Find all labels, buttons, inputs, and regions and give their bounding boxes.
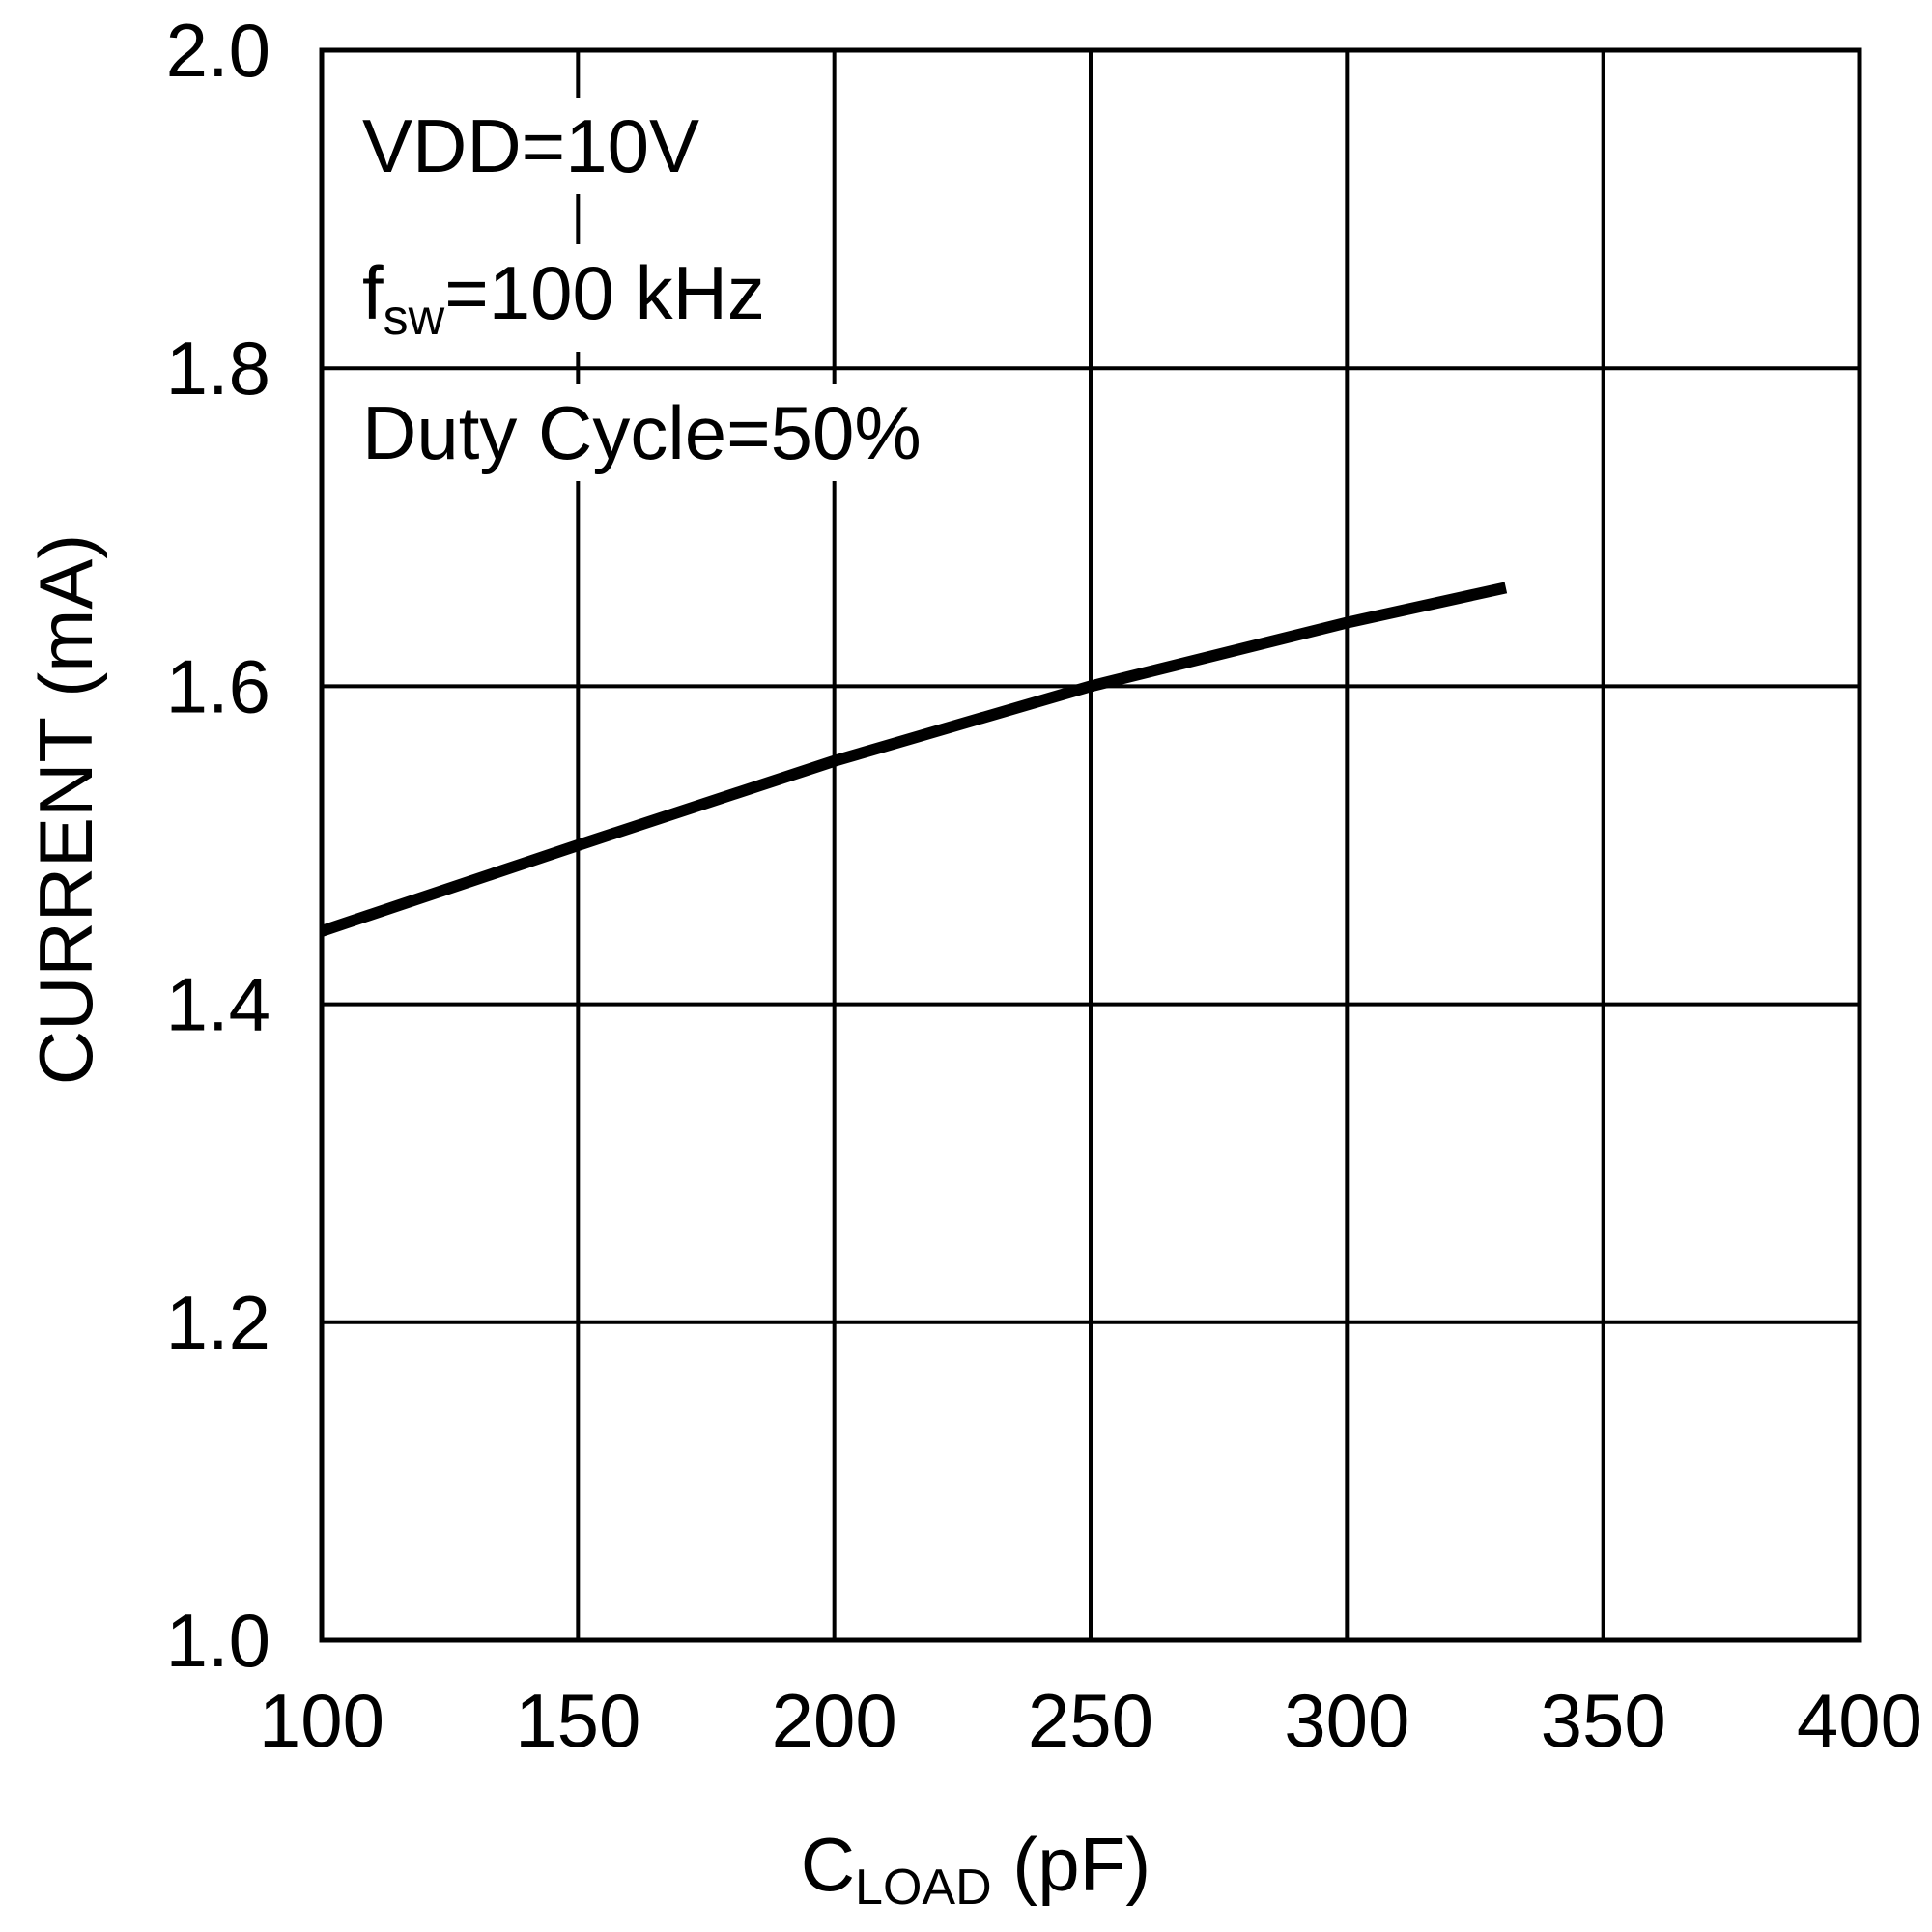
annotation-background	[356, 384, 927, 481]
series-layer	[320, 582, 1508, 937]
x-axis-title-main: C	[801, 1822, 855, 1907]
annotation-text: fsw=100 kHz	[362, 250, 765, 346]
x-tick-label: 100	[259, 1678, 384, 1763]
y-axis-title: CURRENT (mA)	[23, 534, 108, 1086]
plot-frame	[319, 47, 1862, 1643]
y-tick-label: 2.0	[166, 8, 270, 93]
y-tick-label: 1.0	[166, 1598, 270, 1683]
y-tick-label: 1.8	[166, 326, 270, 411]
y-tick-labels: 1.0 1.2 1.4 1.6 1.8 2.0	[166, 8, 270, 1683]
x-tick-labels: 100 150 200 250 300 350 400	[259, 1678, 1922, 1763]
annotation-background	[356, 98, 706, 194]
x-tick-label: 400	[1797, 1678, 1922, 1763]
x-tick-label: 200	[772, 1678, 897, 1763]
y-tick-label: 1.2	[166, 1280, 270, 1365]
series-line-current	[320, 582, 1508, 937]
x-axis-title-unit: (pF)	[992, 1822, 1151, 1907]
annotation-background	[356, 244, 771, 352]
grid	[322, 50, 1860, 1640]
annotation-text: VDD=10V	[362, 103, 699, 188]
y-tick-label: 1.6	[166, 643, 270, 728]
x-tick-label: 350	[1541, 1678, 1666, 1763]
x-tick-label: 300	[1284, 1678, 1409, 1763]
x-axis-title-subscript: LOAD	[855, 1860, 992, 1916]
x-tick-label: 250	[1028, 1678, 1153, 1763]
annotation-text: Duty Cycle=50%	[362, 390, 922, 475]
y-tick-label: 1.4	[166, 962, 270, 1047]
annotations: VDD=10V fsw=100 kHz Duty Cycle=50%	[356, 98, 927, 481]
x-tick-label: 150	[515, 1678, 640, 1763]
x-axis-title: CLOAD (pF)	[801, 1822, 1151, 1916]
